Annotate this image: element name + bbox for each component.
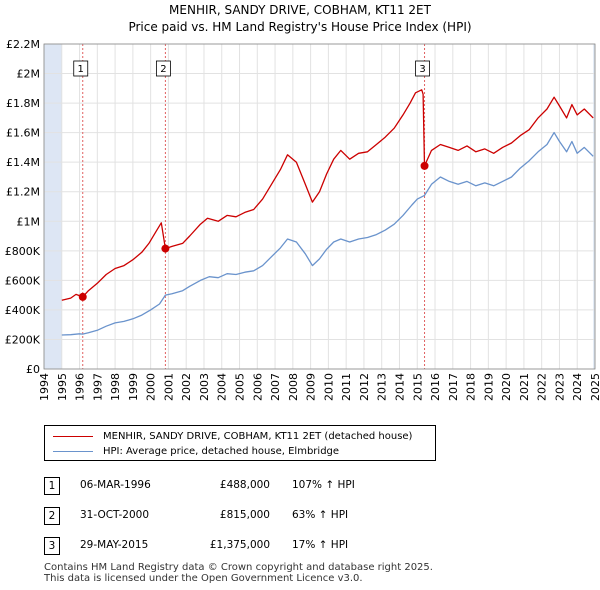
plot-border: [43, 43, 596, 370]
x-tick-label: 1994: [38, 373, 51, 401]
transaction-date: 31-OCT-2000: [80, 509, 149, 521]
transaction-row: 1 06-MAR-1996 £488,000 107% ↑ HPI: [44, 477, 464, 495]
x-tick-label: 1996: [74, 373, 87, 401]
y-tick-label: £1M: [17, 215, 41, 228]
x-tick-label: 2016: [429, 373, 442, 401]
x-tick-label: 2020: [500, 373, 513, 401]
x-tick-label: 2000: [145, 373, 158, 401]
transaction-hpi: 63% ↑ HPI: [292, 509, 349, 521]
x-tick-label: 2021: [518, 373, 531, 401]
plot-area: [44, 44, 595, 369]
sale-label-box: [73, 60, 89, 77]
y-tick-label: £1.4M: [6, 156, 40, 169]
legend-property-label: MENHIR, SANDY DRIVE, COBHAM, KT11 2ET (d…: [103, 430, 413, 442]
hpi-line: [61, 131, 594, 336]
sale-point: [78, 292, 87, 301]
x-tick-label: 2007: [269, 373, 282, 401]
legend-hpi-swatch: [53, 450, 93, 452]
transaction-date: 06-MAR-1996: [80, 479, 151, 491]
x-tick-label: 2011: [340, 373, 353, 401]
x-tick-label: 2015: [411, 373, 424, 401]
x-tick-label: 2013: [376, 373, 389, 401]
price-chart: £0 £200K £400K £600K £800K £1M £1.2M £1.4M £1.6M…: [5, 38, 600, 401]
transaction-row: 2 31-OCT-2000 £815,000 63% ↑ HPI: [44, 507, 464, 525]
x-tick-label: 2009: [305, 373, 318, 401]
x-tick-label: 2025: [589, 373, 600, 401]
x-tick-label: 2023: [553, 373, 566, 401]
x-tick-label: 2017: [447, 373, 460, 401]
x-tick-label: 1998: [109, 373, 122, 401]
legend-hpi-label: HPI: Average price, detached house, Elmb…: [103, 445, 340, 457]
chart-subtitle: Price paid vs. HM Land Registry's House …: [128, 20, 472, 34]
y-tick-label: £800K: [5, 245, 41, 258]
x-tick-label: 2019: [482, 373, 495, 401]
no-data-shade-end: [593, 44, 595, 369]
sale-point: [161, 244, 170, 253]
x-tick-label: 2018: [465, 373, 478, 401]
sale-label-number: 3: [419, 64, 425, 75]
transaction-price: £488,000: [219, 479, 270, 491]
x-tick-label: 2006: [251, 373, 264, 401]
x-tick-label: 2004: [216, 373, 229, 401]
chart-title: MENHIR, SANDY DRIVE, COBHAM, KT11 2ET: [169, 3, 431, 17]
transaction-hpi: 107% ↑ HPI: [292, 479, 355, 491]
transaction-hpi: 17% ↑ HPI: [292, 539, 349, 551]
transaction-number: 3: [44, 537, 60, 555]
sale-label-number: 1: [78, 64, 84, 75]
x-tick-label: 1999: [127, 373, 140, 401]
legend-item-hpi: HPI: Average price, detached house, Elmb…: [53, 444, 339, 458]
no-data-shade-start: [44, 44, 62, 369]
x-tick-label: 1997: [91, 373, 104, 401]
footer-copyright: Contains HM Land Registry data © Crown c…: [44, 562, 433, 573]
sale-label-number: 2: [160, 64, 166, 75]
y-tick-label: £600K: [5, 274, 41, 287]
transaction-price: £815,000: [219, 509, 270, 521]
y-tick-label: £1.2M: [6, 186, 40, 199]
x-tick-label: 2010: [322, 373, 335, 401]
chart-legend: MENHIR, SANDY DRIVE, COBHAM, KT11 2ET (d…: [44, 425, 436, 461]
x-tick-label: 2012: [358, 373, 371, 401]
x-tick-label: 2001: [162, 373, 175, 401]
sale-label-box: [415, 60, 430, 77]
y-tick-label: £1.8M: [6, 97, 40, 110]
x-tick-label: 2022: [536, 373, 549, 401]
x-tick-label: 2003: [198, 373, 211, 401]
y-tick-label: £200K: [5, 333, 41, 346]
y-tick-label: £2M: [17, 68, 41, 81]
transaction-number: 2: [44, 507, 60, 525]
x-tick-label: 1995: [56, 373, 69, 401]
transaction-number: 1: [44, 477, 60, 495]
footer-licence: This data is licensed under the Open Gov…: [44, 573, 363, 584]
x-tick-label: 2005: [234, 373, 247, 401]
legend-property-swatch: [53, 435, 93, 437]
x-tick-label: 2008: [287, 373, 300, 401]
sale-label-box: [155, 60, 171, 77]
y-tick-label: £0: [26, 363, 40, 376]
transaction-price: £1,375,000: [209, 539, 270, 551]
x-tick-label: 2024: [571, 373, 584, 401]
y-tick-label: £1.6M: [6, 127, 40, 140]
transaction-row: 3 29-MAY-2015 £1,375,000 17% ↑ HPI: [44, 537, 464, 555]
property-price-line: [61, 89, 594, 301]
x-tick-label: 2002: [180, 373, 193, 401]
legend-item-property: MENHIR, SANDY DRIVE, COBHAM, KT11 2ET (d…: [53, 429, 412, 443]
x-tick-label: 2014: [393, 373, 406, 401]
y-tick-label: £400K: [5, 304, 41, 317]
sale-point: [420, 161, 429, 170]
y-tick-label: £2.2M: [6, 38, 40, 51]
transaction-date: 29-MAY-2015: [80, 539, 149, 551]
